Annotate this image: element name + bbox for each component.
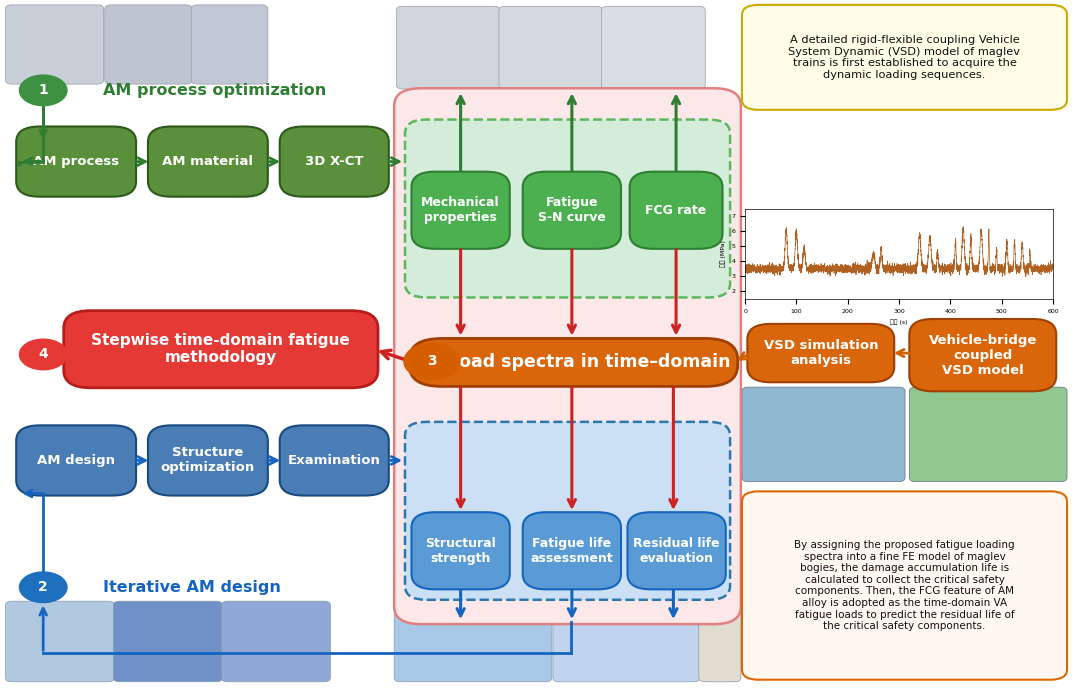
FancyBboxPatch shape [5,601,114,682]
FancyBboxPatch shape [5,5,104,84]
X-axis label: 时间 (s): 时间 (s) [890,319,908,325]
FancyBboxPatch shape [627,512,726,589]
Text: Residual life
evaluation: Residual life evaluation [633,537,720,565]
FancyBboxPatch shape [394,88,741,624]
Circle shape [19,339,67,370]
FancyBboxPatch shape [16,126,136,197]
FancyBboxPatch shape [553,601,700,682]
FancyBboxPatch shape [523,172,621,249]
FancyBboxPatch shape [394,601,552,682]
Circle shape [19,572,67,603]
Text: Structure
optimization: Structure optimization [161,446,255,475]
FancyBboxPatch shape [699,601,741,682]
Text: Mechanical
properties: Mechanical properties [421,196,500,224]
FancyBboxPatch shape [221,601,330,682]
Text: By assigning the proposed fatigue loading
spectra into a fine FE model of maglev: By assigning the proposed fatigue loadin… [794,540,1015,631]
Circle shape [404,343,460,379]
Text: Fatigue
S-N curve: Fatigue S-N curve [538,196,606,224]
Text: AM process optimization: AM process optimization [103,83,326,98]
FancyBboxPatch shape [909,387,1067,482]
FancyBboxPatch shape [742,5,1067,110]
FancyBboxPatch shape [105,5,192,84]
Text: AM process: AM process [33,155,119,168]
FancyBboxPatch shape [16,425,136,496]
Text: Iterative AM design: Iterative AM design [103,580,281,595]
Text: Examination: Examination [288,454,380,467]
FancyBboxPatch shape [405,120,730,297]
FancyBboxPatch shape [499,6,603,89]
Text: Load spectra in time–domain: Load spectra in time–domain [448,354,731,371]
FancyBboxPatch shape [411,512,510,589]
FancyBboxPatch shape [280,126,389,197]
FancyBboxPatch shape [113,601,222,682]
Text: Structural
strength: Structural strength [426,537,496,565]
FancyBboxPatch shape [148,425,268,496]
FancyBboxPatch shape [742,491,1067,680]
FancyBboxPatch shape [630,172,723,249]
Text: A detailed rigid-flexible coupling Vehicle
System Dynamic (VSD) model of maglev
: A detailed rigid-flexible coupling Vehic… [788,35,1021,80]
Text: 3D X-CT: 3D X-CT [305,155,364,168]
FancyBboxPatch shape [191,5,268,84]
FancyBboxPatch shape [396,6,500,89]
Text: 2: 2 [38,580,49,594]
FancyBboxPatch shape [405,422,730,600]
FancyBboxPatch shape [742,387,905,482]
Text: Vehicle-bridge
coupled
VSD model: Vehicle-bridge coupled VSD model [929,334,1037,377]
Text: 4: 4 [38,348,49,361]
FancyBboxPatch shape [148,126,268,197]
Text: 3: 3 [428,354,436,368]
Text: AM material: AM material [162,155,254,168]
Text: Stepwise time-domain fatigue
methodology: Stepwise time-domain fatigue methodology [92,333,350,366]
FancyBboxPatch shape [280,425,389,496]
Text: VSD simulation
analysis: VSD simulation analysis [764,339,878,367]
FancyBboxPatch shape [64,311,378,388]
FancyBboxPatch shape [411,172,510,249]
FancyBboxPatch shape [909,319,1056,391]
Text: FCG rate: FCG rate [646,204,706,217]
FancyBboxPatch shape [409,338,738,386]
Y-axis label: 应力 (MPa): 应力 (MPa) [720,240,726,267]
Circle shape [19,75,67,106]
Text: AM design: AM design [37,454,116,467]
Text: Fatigue life
assessment: Fatigue life assessment [530,537,613,565]
Text: 1: 1 [38,83,49,97]
FancyBboxPatch shape [747,324,894,382]
FancyBboxPatch shape [523,512,621,589]
FancyBboxPatch shape [602,6,705,89]
